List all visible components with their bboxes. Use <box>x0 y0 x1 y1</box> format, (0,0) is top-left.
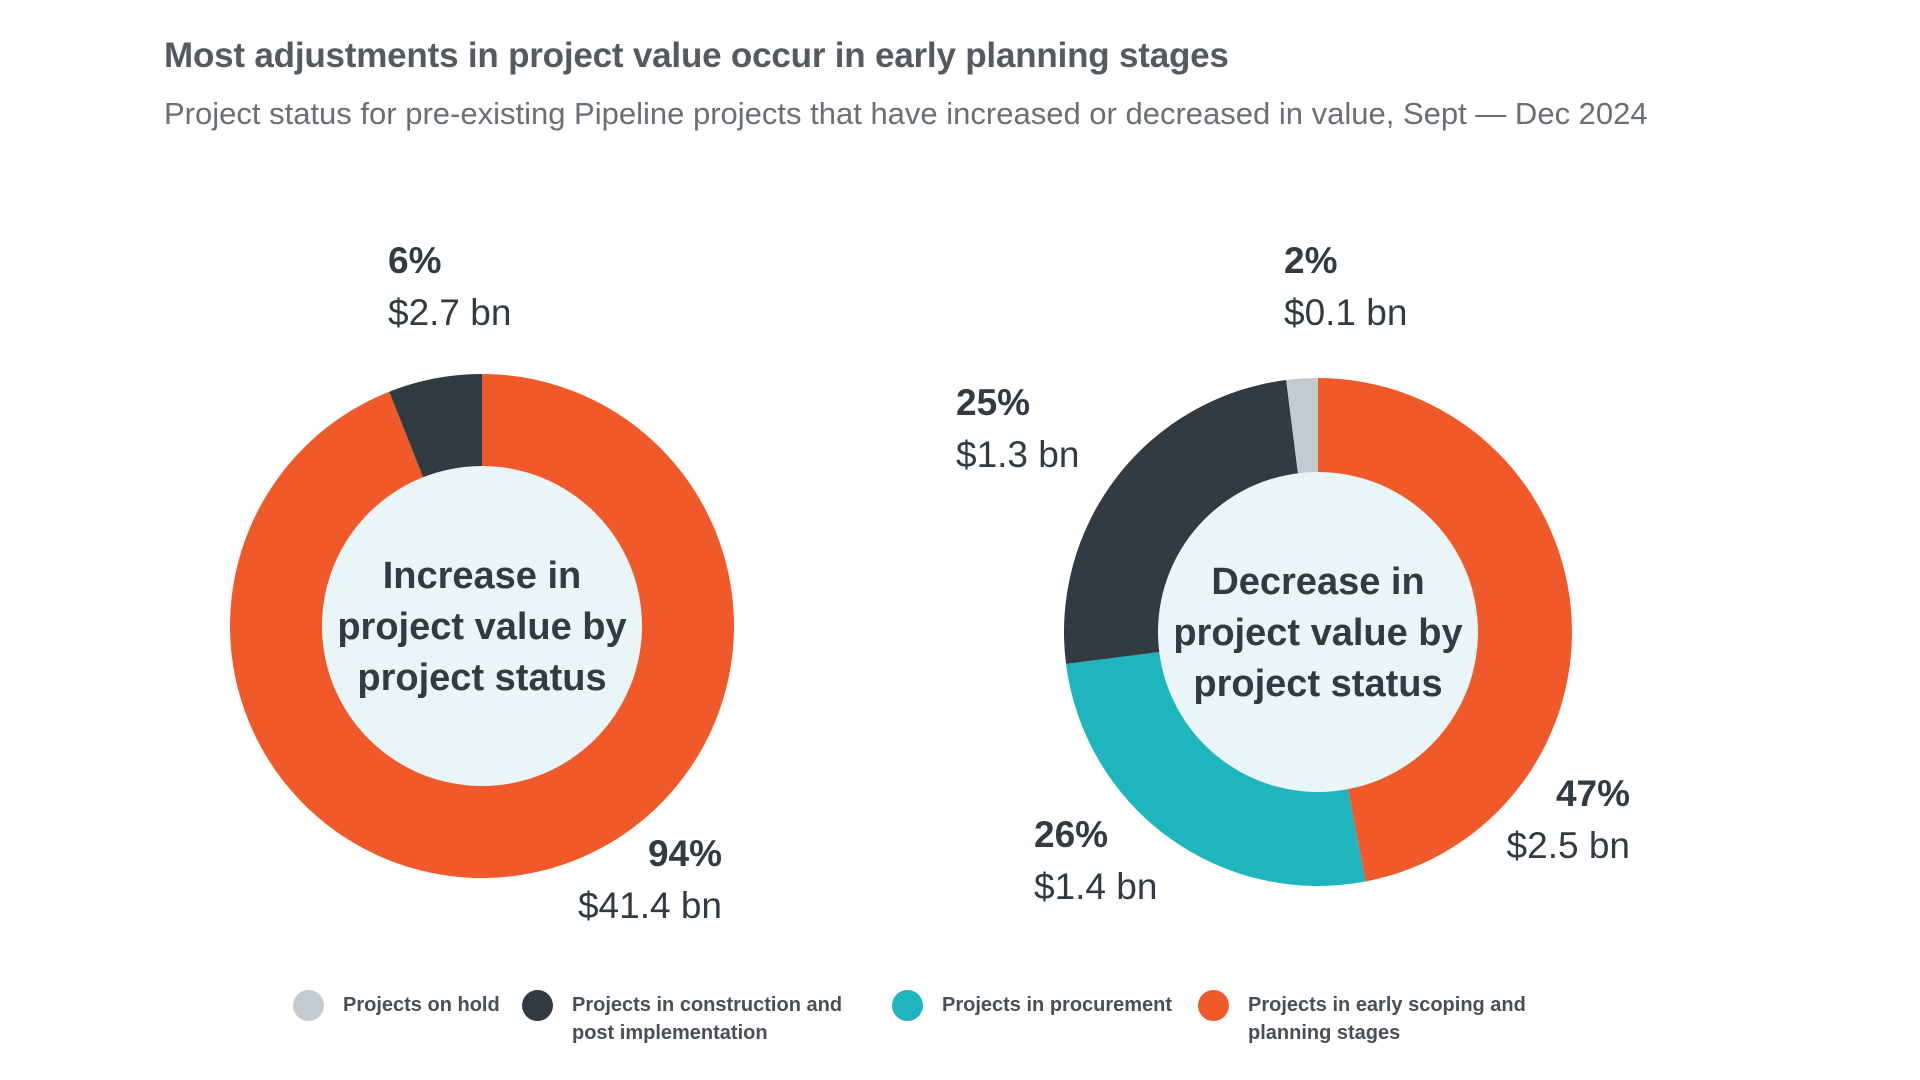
donut-center-label: Decrease in <box>1211 561 1424 603</box>
donut-chart-2: 47% $2.5 bn 26% $1.4 bn 25% $1.3 bn 2% $0.1 bn D… <box>956 240 1630 907</box>
legend-swatch-early-scoping <box>1198 990 1229 1021</box>
slice-value-label: $1.3 bn <box>956 434 1079 475</box>
slice-value-label: $41.4 bn <box>578 885 722 926</box>
donut-slice-early-scoping <box>1318 378 1573 882</box>
legend-item-on-hold: Projects on hold <box>293 990 523 1021</box>
donut-center <box>322 466 642 786</box>
legend-swatch-procurement <box>892 990 923 1021</box>
slice-value-label: $0.1 bn <box>1284 292 1407 333</box>
donut-center-label: project status <box>357 657 606 699</box>
donut-center-label: project value by <box>337 606 626 648</box>
legend-label-construction: Projects in construction and post implem… <box>572 994 843 1044</box>
donut-slice-early-scoping <box>230 374 735 878</box>
donut-center <box>1158 472 1478 792</box>
donut-slice-on-hold <box>1286 378 1318 475</box>
legend-swatch-construction <box>522 990 553 1021</box>
donut-center-label: Increase in <box>383 555 582 597</box>
donut-slice-procurement <box>1066 651 1366 886</box>
donut-slice-construction <box>1064 380 1299 664</box>
donut-slice-construction <box>389 374 482 479</box>
legend-label-procurement: Projects in procurement <box>942 994 1173 1016</box>
slice-percent-label: 47% <box>1556 773 1630 814</box>
legend-label-on-hold: Projects on hold <box>343 994 500 1016</box>
slice-value-label: $2.5 bn <box>1507 825 1630 866</box>
donut-center-label: project status <box>1193 663 1442 705</box>
legend-swatch-on-hold <box>293 990 324 1021</box>
legend-label-early-scoping: Projects in early scoping and planning s… <box>1248 994 1526 1044</box>
slice-percent-label: 94% <box>648 833 722 874</box>
legend-item-early-scoping: Projects in early scoping and planning s… <box>1198 990 1548 1047</box>
donut-center-label: project value by <box>1173 612 1462 654</box>
slice-value-label: $1.4 bn <box>1034 866 1157 907</box>
slice-value-label: $2.7 bn <box>388 292 511 333</box>
donut-chart-1: 94% $41.4 bn 6% $2.7 bn Increase in project v… <box>230 240 735 926</box>
slice-percent-label: 26% <box>1034 814 1108 855</box>
chart-header: Most adjustments in project value occur … <box>164 36 1880 132</box>
legend-item-construction: Projects in construction and post implem… <box>522 990 872 1047</box>
slice-percent-label: 2% <box>1284 240 1337 281</box>
legend-item-procurement: Projects in procurement <box>892 990 1202 1021</box>
slice-percent-label: 25% <box>956 382 1030 423</box>
chart-title: Most adjustments in project value occur … <box>164 36 1229 75</box>
slice-percent-label: 6% <box>388 240 441 281</box>
legend: Projects on hold Projects in constructio… <box>0 990 1920 1070</box>
chart-subtitle: Project status for pre-existing Pipeline… <box>164 96 1648 131</box>
